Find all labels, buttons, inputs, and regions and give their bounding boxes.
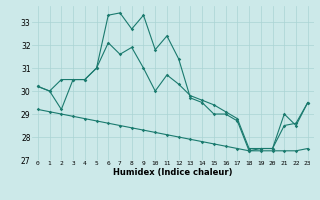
X-axis label: Humidex (Indice chaleur): Humidex (Indice chaleur) [113,168,233,177]
